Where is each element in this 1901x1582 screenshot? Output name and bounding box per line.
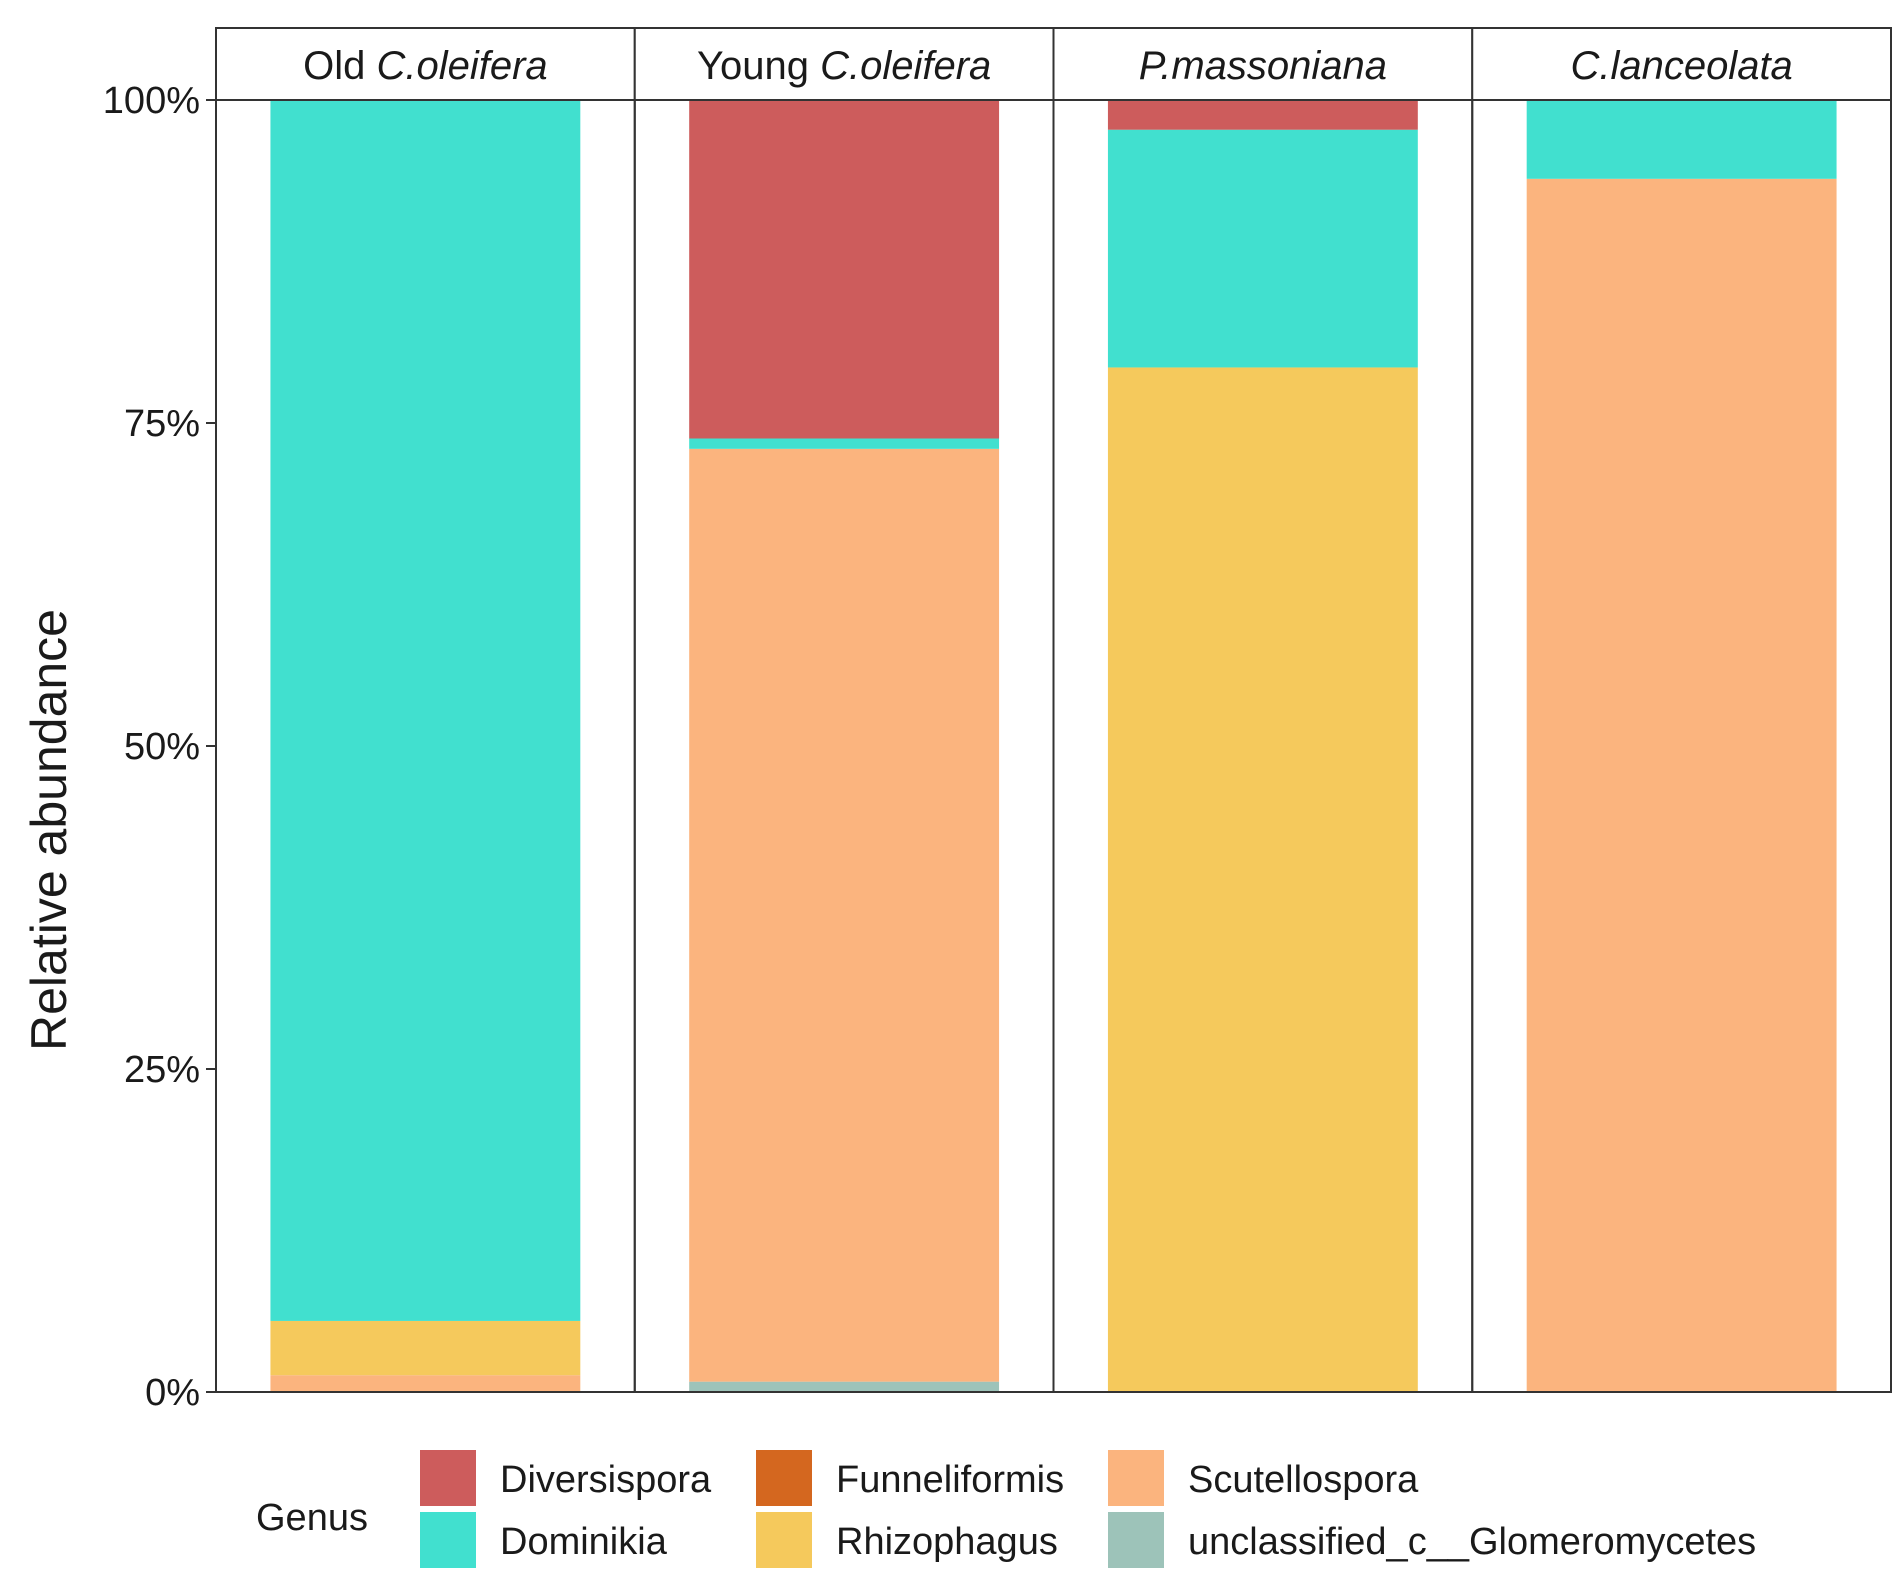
facet-panel: C.lanceolata — [1471, 27, 1892, 1393]
legend-label: Dominikia — [500, 1521, 668, 1563]
legend-label: unclassified_c__Glomeromycetes — [1188, 1521, 1756, 1563]
facet-label-species: C.oleifera — [820, 44, 991, 88]
facet-label-prefix: Young — [697, 44, 820, 88]
facet-label-prefix: Old — [303, 44, 376, 88]
facet-strip-label: Young C.oleifera — [697, 44, 991, 88]
facet-strip — [633, 27, 1055, 101]
legend-swatch — [756, 1512, 812, 1568]
facet-panel: Old C.oleifera — [215, 27, 636, 1393]
bar-segment-scutellospora — [689, 448, 1000, 1382]
facet-strip-label: P.massoniana — [1139, 44, 1387, 88]
legend-swatch — [1108, 1450, 1164, 1506]
facet-strip-label: Old C.oleifera — [303, 44, 548, 88]
facet-label-species: C.lanceolata — [1570, 44, 1792, 88]
bar-segment-dominikia — [270, 100, 581, 1321]
bar-segment-dominikia — [1107, 129, 1418, 368]
legend-item: Diversispora — [420, 1450, 712, 1506]
facet-label-species: P.massoniana — [1139, 44, 1387, 88]
bar-segment-rhizophagus — [270, 1320, 581, 1376]
bar-segment-diversispora — [689, 100, 1000, 439]
y-tick-label: 25% — [124, 1049, 200, 1091]
bar-segment-rhizophagus — [1107, 367, 1418, 1393]
legend-item: unclassified_c__Glomeromycetes — [1108, 1512, 1756, 1568]
y-tick-label: 0% — [145, 1372, 200, 1414]
facet-strip — [215, 27, 636, 101]
bar-segment-unclassified-c-glomeromycetes — [689, 1381, 1000, 1392]
legend-swatch — [420, 1450, 476, 1506]
facet-label-species: C.oleifera — [376, 44, 547, 88]
bar-segment-dominikia — [1526, 100, 1837, 179]
y-tick-label: 50% — [124, 726, 200, 768]
legend-items: Diversispora Dominikia Funneliformis Rhizop… — [420, 1450, 1756, 1568]
facet-strip — [1052, 27, 1474, 101]
legend-title: Genus — [256, 1497, 368, 1539]
bar-segment-scutellospora — [270, 1375, 581, 1392]
bar-segment-scutellospora — [1526, 178, 1837, 1392]
legend-label: Scutellospora — [1188, 1459, 1419, 1501]
legend-label: Diversispora — [500, 1459, 712, 1501]
legend-swatch — [756, 1450, 812, 1506]
facet-panel: P.massoniana — [1052, 27, 1474, 1393]
legend-item: Funneliformis — [756, 1450, 1064, 1506]
bar-segment-dominikia — [689, 438, 1000, 449]
legend-label: Funneliformis — [836, 1459, 1064, 1501]
facet-panels: Old C.oleifera Young C.oleifera P.massonia… — [215, 27, 1892, 1393]
facet-panel: Young C.oleifera — [633, 27, 1055, 1393]
legend-item: Scutellospora — [1108, 1450, 1419, 1506]
legend: Genus Diversispora Dominikia Funneliformis… — [256, 1450, 1756, 1568]
facet-panel-border — [1471, 99, 1892, 1393]
bar-segment-diversispora — [1107, 100, 1418, 130]
y-axis-label: Relative abundance — [21, 609, 77, 1051]
facet-strip-label: C.lanceolata — [1570, 44, 1792, 88]
y-tick-label: 75% — [124, 403, 200, 445]
legend-item: Rhizophagus — [756, 1512, 1058, 1568]
legend-item: Dominikia — [420, 1512, 668, 1568]
legend-swatch — [1108, 1512, 1164, 1568]
legend-swatch — [420, 1512, 476, 1568]
y-axis: 0% 25% 50% 75% 100% — [103, 80, 216, 1414]
legend-label: Rhizophagus — [836, 1521, 1058, 1563]
y-tick-label: 100% — [103, 80, 200, 122]
